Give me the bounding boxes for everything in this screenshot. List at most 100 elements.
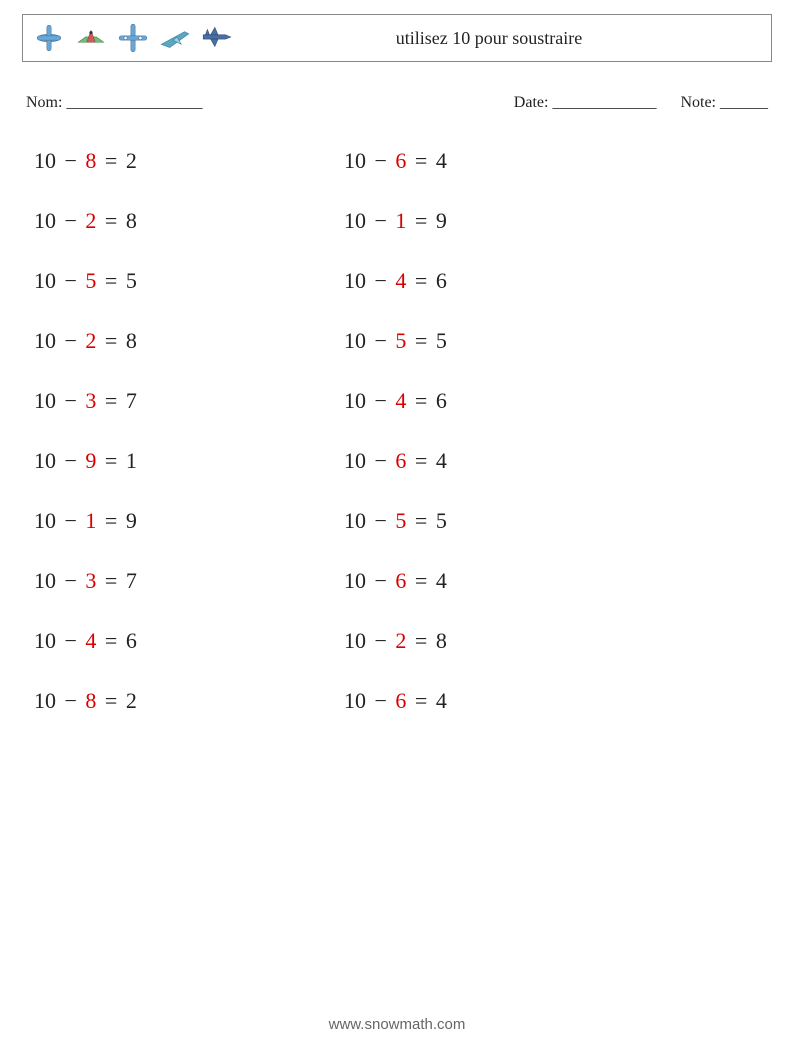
minuend: 10	[34, 208, 56, 233]
subtrahend: 5	[395, 328, 406, 353]
airplane-4-icon	[157, 20, 193, 56]
equation: 10 − 4 = 6	[34, 628, 344, 654]
subtrahend: 2	[395, 628, 406, 653]
minuend: 10	[344, 208, 366, 233]
equation: 10 − 8 = 2	[34, 688, 344, 714]
problems-area: 10 − 8 = 210 − 2 = 810 − 5 = 510 − 2 = 8…	[22, 148, 772, 748]
equation: 10 − 6 = 4	[344, 448, 654, 474]
equation: 10 − 9 = 1	[34, 448, 344, 474]
result: 4	[436, 568, 447, 593]
minus-sign: −	[65, 448, 77, 473]
subtrahend: 4	[85, 628, 96, 653]
equals-sign: =	[105, 568, 117, 593]
header-box: utilisez 10 pour soustraire	[22, 14, 772, 62]
airplane-5-icon	[199, 20, 235, 56]
equation: 10 − 6 = 4	[344, 688, 654, 714]
equation: 10 − 8 = 2	[34, 148, 344, 174]
equals-sign: =	[105, 328, 117, 353]
minus-sign: −	[375, 148, 387, 173]
equation: 10 − 6 = 4	[344, 148, 654, 174]
subtrahend: 1	[395, 208, 406, 233]
minus-sign: −	[65, 508, 77, 533]
minuend: 10	[344, 388, 366, 413]
note-field: Note: ______	[680, 94, 768, 112]
equals-sign: =	[415, 568, 427, 593]
problems-col-1: 10 − 8 = 210 − 2 = 810 − 5 = 510 − 2 = 8…	[34, 148, 344, 748]
equation: 10 − 3 = 7	[34, 388, 344, 414]
equals-sign: =	[105, 688, 117, 713]
result: 7	[126, 388, 137, 413]
subtrahend: 3	[85, 388, 96, 413]
minus-sign: −	[65, 268, 77, 293]
meta-row: Nom: _________________ Date: ___________…	[22, 94, 772, 112]
header-icons	[31, 20, 235, 56]
minus-sign: −	[65, 628, 77, 653]
equation: 10 − 2 = 8	[344, 628, 654, 654]
subtrahend: 6	[395, 448, 406, 473]
result: 8	[436, 628, 447, 653]
equals-sign: =	[105, 508, 117, 533]
subtrahend: 4	[395, 268, 406, 293]
minuend: 10	[34, 148, 56, 173]
minus-sign: −	[375, 448, 387, 473]
result: 7	[126, 568, 137, 593]
result: 2	[126, 148, 137, 173]
minuend: 10	[34, 688, 56, 713]
minus-sign: −	[375, 628, 387, 653]
minus-sign: −	[65, 208, 77, 233]
minus-sign: −	[375, 388, 387, 413]
equals-sign: =	[415, 628, 427, 653]
minuend: 10	[34, 388, 56, 413]
airplane-1-icon	[31, 20, 67, 56]
equation: 10 − 4 = 6	[344, 388, 654, 414]
minus-sign: −	[375, 508, 387, 533]
equals-sign: =	[415, 208, 427, 233]
airplane-3-icon	[115, 20, 151, 56]
equals-sign: =	[105, 268, 117, 293]
minus-sign: −	[375, 268, 387, 293]
result: 5	[436, 508, 447, 533]
result: 2	[126, 688, 137, 713]
date-field: Date: _____________	[514, 94, 657, 112]
problems-col-2: 10 − 6 = 410 − 1 = 910 − 4 = 610 − 5 = 5…	[344, 148, 654, 748]
result: 8	[126, 208, 137, 233]
equation: 10 − 3 = 7	[34, 568, 344, 594]
minuend: 10	[34, 628, 56, 653]
subtrahend: 6	[395, 688, 406, 713]
equals-sign: =	[415, 388, 427, 413]
minus-sign: −	[375, 328, 387, 353]
subtrahend: 4	[395, 388, 406, 413]
result: 9	[126, 508, 137, 533]
equation: 10 − 1 = 9	[344, 208, 654, 234]
subtrahend: 6	[395, 148, 406, 173]
minuend: 10	[34, 328, 56, 353]
minuend: 10	[344, 568, 366, 593]
minuend: 10	[344, 508, 366, 533]
airplane-2-icon	[73, 20, 109, 56]
result: 9	[436, 208, 447, 233]
result: 6	[126, 628, 137, 653]
subtrahend: 6	[395, 568, 406, 593]
result: 6	[436, 268, 447, 293]
footer-url: www.snowmath.com	[0, 1016, 794, 1033]
subtrahend: 8	[85, 688, 96, 713]
subtrahend: 2	[85, 208, 96, 233]
minus-sign: −	[65, 688, 77, 713]
minuend: 10	[344, 148, 366, 173]
minus-sign: −	[65, 328, 77, 353]
name-field: Nom: _________________	[26, 94, 514, 112]
minuend: 10	[344, 628, 366, 653]
equation: 10 − 1 = 9	[34, 508, 344, 534]
subtrahend: 1	[85, 508, 96, 533]
equals-sign: =	[415, 508, 427, 533]
worksheet-page: utilisez 10 pour soustraire Nom: _______…	[0, 0, 794, 1053]
minus-sign: −	[65, 388, 77, 413]
equation: 10 − 5 = 5	[344, 508, 654, 534]
equation: 10 − 2 = 8	[34, 208, 344, 234]
result: 4	[436, 448, 447, 473]
result: 8	[126, 328, 137, 353]
result: 4	[436, 148, 447, 173]
result: 1	[126, 448, 137, 473]
result: 5	[436, 328, 447, 353]
minuend: 10	[34, 268, 56, 293]
